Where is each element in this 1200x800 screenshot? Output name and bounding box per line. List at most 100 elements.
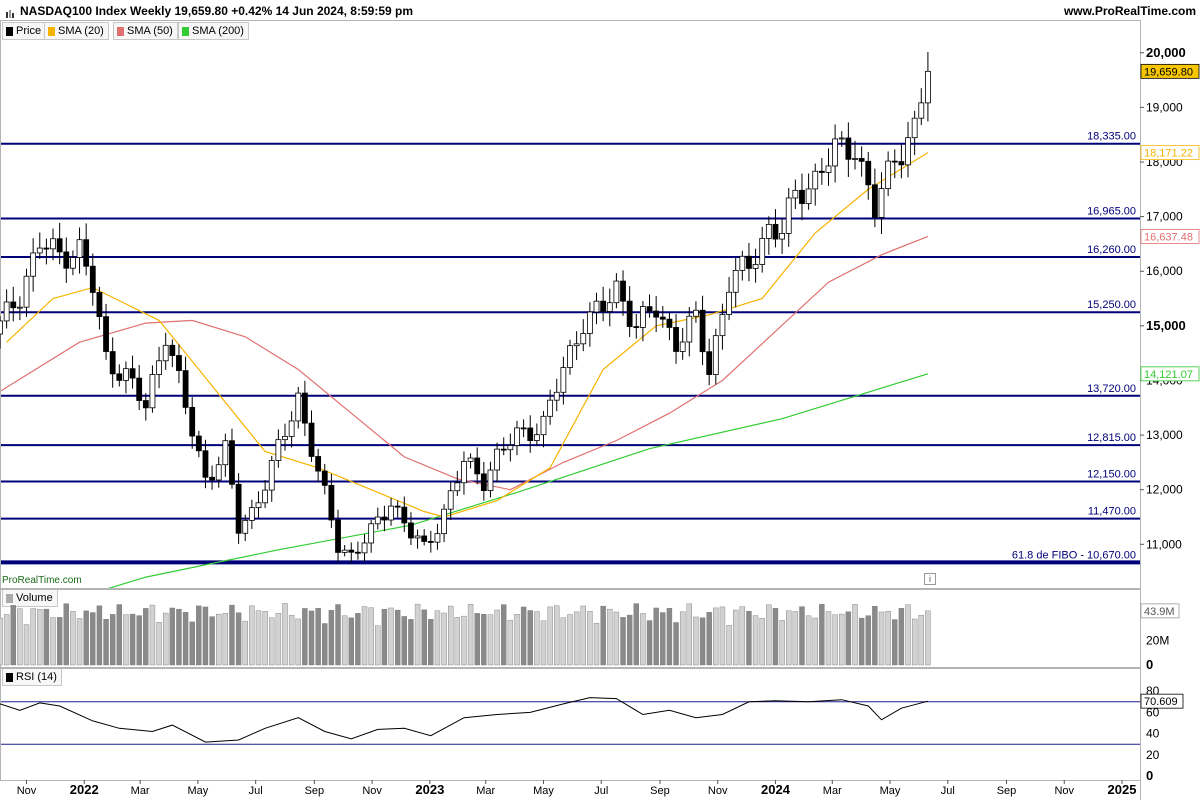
volume-bar xyxy=(275,612,282,666)
volume-bar xyxy=(63,603,69,666)
volume-bar xyxy=(746,610,752,666)
volume-bar xyxy=(547,606,553,666)
candle-down xyxy=(10,301,17,309)
volume-bar xyxy=(487,614,494,666)
volume-bar xyxy=(116,604,123,666)
volume-bar xyxy=(216,613,222,666)
legend-price[interactable]: Price xyxy=(2,22,47,40)
candle-up xyxy=(580,333,587,345)
candle-up xyxy=(613,280,620,304)
volume-bar xyxy=(176,608,182,666)
volume-bar xyxy=(739,606,746,666)
volume-value-box xyxy=(1140,603,1180,619)
candle-up xyxy=(262,489,269,504)
candle-up xyxy=(76,239,83,258)
volume-bar xyxy=(0,617,3,666)
legend-volume-label: Volume xyxy=(16,592,53,604)
legend-sma200-label: SMA (200) xyxy=(192,25,244,37)
rsi-tick-label: 0 xyxy=(1146,768,1153,783)
candle-down xyxy=(209,476,215,481)
volume-bar xyxy=(182,611,189,666)
volume-bar xyxy=(898,608,905,666)
x-tick-label: Jul xyxy=(941,785,955,797)
x-tick-label: 2024 xyxy=(761,782,791,797)
candle-up xyxy=(726,291,732,315)
candle-up xyxy=(852,158,858,160)
site-url[interactable]: www.ProRealTime.com xyxy=(1063,4,1196,18)
volume-bar xyxy=(129,613,136,666)
candle-down xyxy=(308,422,315,457)
legend-sma200[interactable]: SMA (200) xyxy=(178,22,249,40)
candle-up xyxy=(759,238,766,265)
candle-up xyxy=(487,469,494,492)
rsi-value-box xyxy=(1140,693,1184,709)
candle-up xyxy=(454,482,461,492)
candle-down xyxy=(646,306,653,312)
volume-bar xyxy=(408,619,414,666)
candle-up xyxy=(686,315,693,343)
candle-up xyxy=(693,309,699,317)
legend-rsi[interactable]: RSI (14) xyxy=(2,668,62,686)
volume-bar xyxy=(421,609,427,666)
legend-sma50[interactable]: SMA (50) xyxy=(113,22,178,40)
candle-up xyxy=(719,314,726,337)
rsi-line xyxy=(0,697,929,743)
candle-down xyxy=(633,326,640,328)
candle-down xyxy=(474,457,481,475)
volume-bar xyxy=(600,605,606,666)
candle-down xyxy=(401,506,408,524)
volume-bar xyxy=(759,618,765,666)
volume-bar xyxy=(83,610,89,666)
volume-bar xyxy=(666,607,673,666)
volume-bar xyxy=(447,605,454,666)
candle-up xyxy=(3,301,10,322)
price-tick-label: 17,000 xyxy=(1146,210,1183,224)
legend-sma50-label: SMA (50) xyxy=(127,25,173,37)
x-tick-label: 2023 xyxy=(415,782,444,797)
candle-up xyxy=(242,519,249,534)
candle-down xyxy=(142,400,149,409)
candle-up xyxy=(918,102,925,119)
volume-bar xyxy=(832,614,838,666)
price-tick-label: 20,000 xyxy=(1146,45,1186,60)
volume-bar xyxy=(567,614,573,666)
price-tick-label: 19,000 xyxy=(1146,100,1183,114)
candle-up xyxy=(288,420,295,437)
candle-up xyxy=(374,516,381,525)
x-tick-label: Mar xyxy=(823,785,842,797)
volume-bar xyxy=(434,610,441,666)
rsi-swatch-icon xyxy=(6,672,13,682)
candle-down xyxy=(116,373,123,381)
candle-up xyxy=(805,188,812,204)
volume-swatch-icon xyxy=(6,593,13,603)
rsi-tick-label: 40 xyxy=(1146,727,1160,741)
volume-bar xyxy=(514,614,520,666)
volume-bar xyxy=(786,610,792,666)
volume-bar xyxy=(732,609,739,666)
candle-down xyxy=(626,300,633,327)
candle-up xyxy=(156,360,162,375)
volume-bar xyxy=(328,609,335,666)
volume-bar xyxy=(865,615,871,666)
candle-up xyxy=(447,490,454,510)
candle-up xyxy=(514,427,520,446)
info-icon[interactable]: i xyxy=(924,573,936,585)
candle-up xyxy=(878,188,885,218)
legend-sma20[interactable]: SMA (20) xyxy=(44,22,109,40)
candle-up xyxy=(640,306,646,328)
candle-down xyxy=(527,427,534,441)
volume-bar xyxy=(255,610,262,666)
candle-up xyxy=(16,306,23,309)
candle-up xyxy=(414,535,421,539)
candle-up xyxy=(30,252,37,277)
candle-up xyxy=(593,300,600,313)
candle-up xyxy=(567,345,573,368)
volume-bar xyxy=(918,614,924,666)
candle-up xyxy=(792,189,799,199)
candle-up xyxy=(838,137,845,140)
candle-up xyxy=(388,505,394,521)
volume-bar xyxy=(308,610,315,666)
volume-bar xyxy=(613,611,620,666)
volume-bar xyxy=(653,607,659,666)
volume-bar xyxy=(474,613,480,666)
